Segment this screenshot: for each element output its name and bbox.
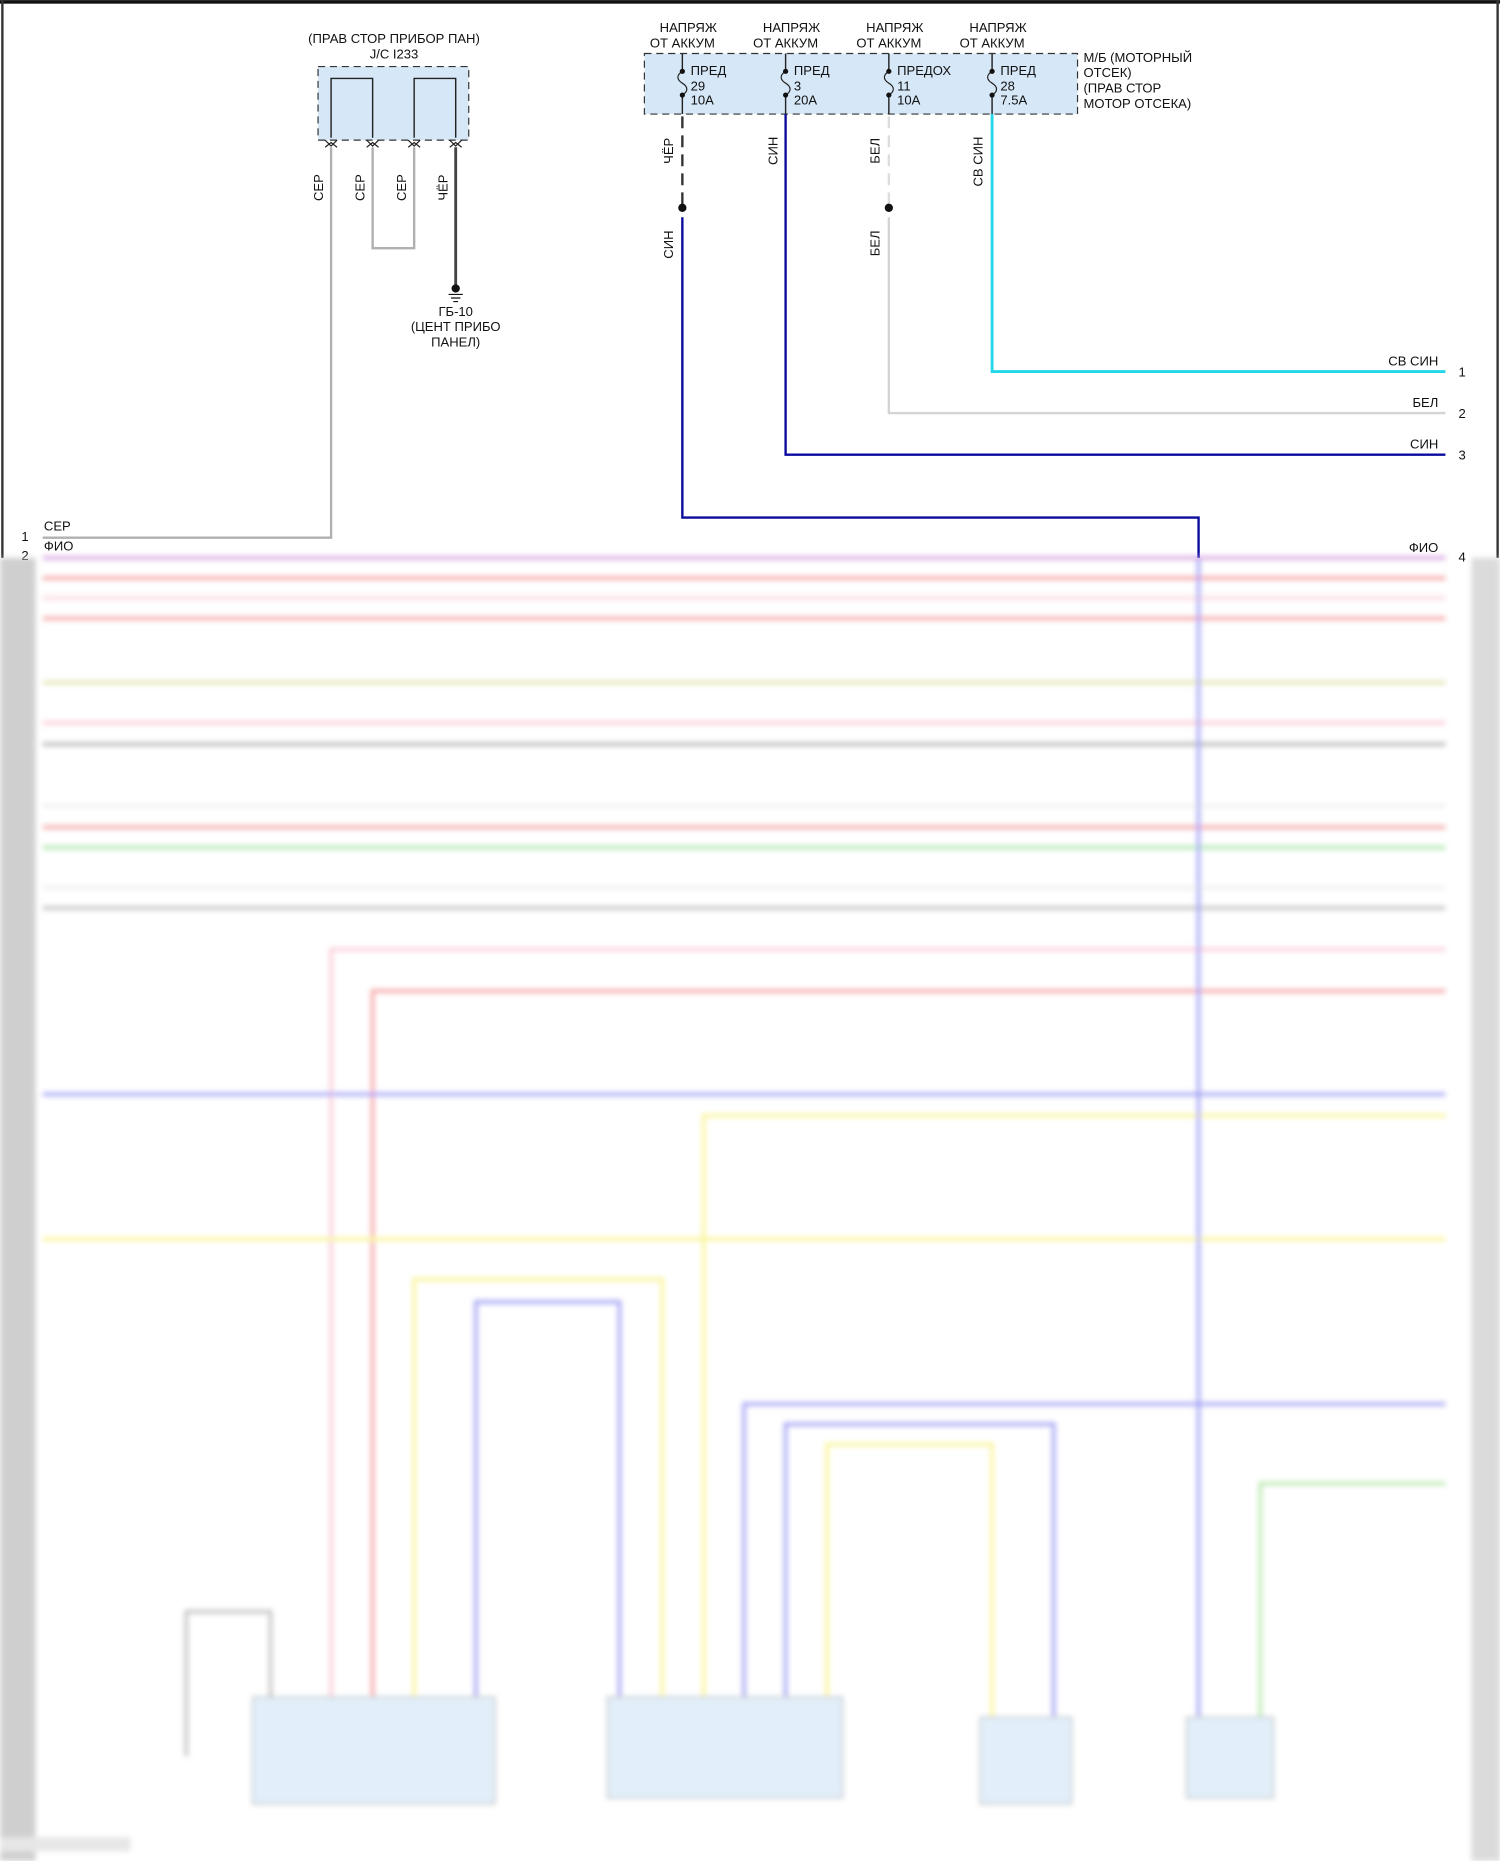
wire-label: СЕР: [44, 519, 71, 534]
fuse-number: 11: [897, 78, 911, 93]
ground-location: (ЦЕНТ ПРИБО: [411, 319, 501, 334]
fuse-rating: 7.5A: [1000, 93, 1027, 108]
top-border: [0, 0, 1500, 4]
pin-number: 2: [1458, 406, 1465, 421]
wire-label: СЕР: [394, 174, 409, 201]
fuse-name: ПРЕДОХ: [897, 63, 951, 78]
fuse-supply-label: НАПРЯЖ: [866, 20, 923, 35]
fuse-supply-label: ОТ АККУМ: [650, 36, 715, 51]
jc-name-label: J/C I233: [370, 46, 419, 61]
fuse-name: ПРЕД: [1000, 63, 1036, 78]
wire-label: ФИО: [44, 539, 73, 554]
fuse-rating: 10A: [691, 93, 715, 108]
fuse-box-label: М/Б (МОТОРНЫЙ: [1083, 50, 1192, 65]
fuse-icon: [677, 70, 688, 96]
ground-icon: [448, 284, 463, 303]
fuse-terminal: [679, 92, 685, 98]
wire-label: ЧЁР: [661, 137, 676, 163]
jc-pin-terminals: [324, 139, 463, 148]
fuse-supply-label: НАПРЯЖ: [763, 20, 820, 35]
fuse-terminal: [782, 92, 789, 98]
wire-white-fuse11: [887, 217, 1446, 415]
fuse-terminal: [989, 92, 995, 98]
pin-number: 3: [1458, 447, 1465, 462]
fuse-supply-label: НАПРЯЖ: [969, 20, 1026, 35]
fuse-supply-label: ОТ АККУМ: [856, 36, 921, 51]
fuse-terminal: [886, 68, 892, 74]
fuse-name: ПРЕД: [794, 63, 830, 78]
fuse-rating: 10A: [897, 93, 921, 108]
fuse-terminal: [989, 68, 995, 74]
fuse-name: ПРЕД: [691, 63, 727, 78]
pin-number: 2: [21, 548, 28, 563]
fuse-rating: 20A: [794, 93, 818, 108]
wire-label: БЕЛ: [867, 230, 882, 256]
wire-label: ФИО: [1409, 540, 1438, 555]
fuse-supply-label: ОТ АККУМ: [960, 36, 1025, 51]
fuse-icon: [987, 70, 998, 96]
fuse-terminal: [679, 68, 685, 74]
fuse-terminal: [886, 92, 892, 98]
fuse-box-label: (ПРАВ СТОР: [1083, 81, 1161, 96]
right-border: [1496, 0, 1499, 558]
wire-label: СИН: [661, 230, 676, 258]
splice-dot: [884, 203, 893, 212]
jc-internal-links: [330, 77, 457, 138]
fuse-number: 29: [691, 78, 706, 93]
wire-label: БЕЛ: [867, 138, 882, 164]
blurred-lower-section: [0, 556, 1500, 1861]
wire-label: СИН: [1410, 437, 1438, 452]
jc-location-label: (ПРАВ СТОР ПРИБОР ПАН): [308, 31, 480, 46]
left-border: [1, 0, 4, 558]
fuse-box: М/Б (МОТОРНЫЙ ОТСЕК) (ПРАВ СТОР МОТОР ОТ…: [643, 20, 1192, 115]
jc-box: [317, 65, 470, 141]
splice-dot: [678, 203, 687, 212]
ground-location: ПАНЕЛ): [431, 335, 480, 350]
fuse-icon: [780, 70, 791, 96]
fuse-supply-label: НАПРЯЖ: [660, 20, 717, 35]
pin-number: 1: [1458, 364, 1465, 379]
fuse-number: 3: [794, 78, 801, 93]
fuse-box-label: МОТОР ОТСЕКА): [1083, 96, 1191, 111]
fuse-icon: [883, 70, 894, 96]
wire-jc-loop: [371, 147, 416, 250]
wire-label: СЕР: [311, 174, 326, 201]
wire-label: СИН: [765, 137, 780, 165]
wire-label: СВ СИН: [971, 137, 986, 187]
joint-connector-i233: (ПРАВ СТОР ПРИБОР ПАН) J/C I233 СЕР СЕР …: [308, 31, 500, 350]
ground-name: ГБ-10: [438, 304, 472, 319]
fuse-number: 28: [1000, 78, 1015, 93]
wire-blue-fuse3: [784, 114, 1446, 456]
wire-label: СЕР: [352, 174, 367, 201]
wire-label: БЕЛ: [1412, 395, 1438, 410]
wire-gray-left: [42, 147, 333, 539]
fuse-box-label: ОТСЕК): [1083, 65, 1131, 80]
wire-lightblue-fuse28: [990, 114, 1446, 373]
wire-label: ЧЁР: [435, 174, 450, 200]
wire-blue-fuse29: [681, 217, 1200, 558]
fuse-supply-label: ОТ АККУМ: [753, 36, 818, 51]
pin-number: 4: [1458, 549, 1465, 564]
fuse-box-outline: [643, 52, 1079, 115]
fuse-terminal: [782, 68, 789, 74]
wire-label: СВ СИН: [1388, 354, 1438, 369]
pin-number: 1: [21, 529, 28, 544]
